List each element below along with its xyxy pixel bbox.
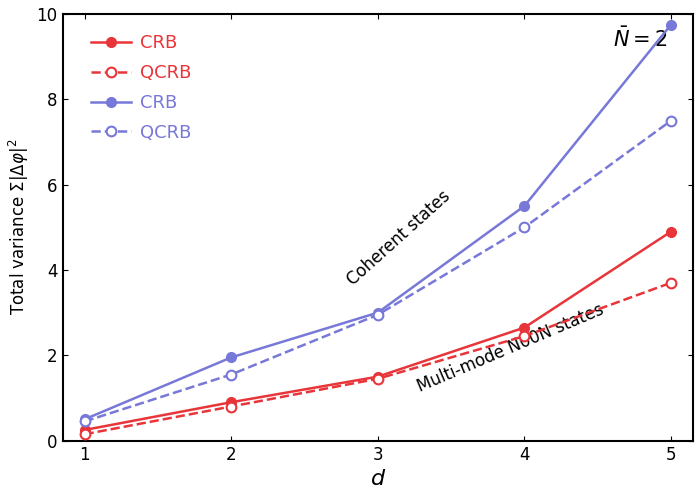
Y-axis label: Total variance $\Sigma|\Delta\varphi|^2$: Total variance $\Sigma|\Delta\varphi|^2$ — [7, 139, 31, 315]
X-axis label: $d$: $d$ — [370, 469, 386, 489]
Text: $\bar{N} = 2$: $\bar{N} = 2$ — [613, 27, 668, 51]
Legend: CRB, QCRB, CRB, QCRB: CRB, QCRB, CRB, QCRB — [84, 27, 199, 149]
Text: Multi-mode N00N states: Multi-mode N00N states — [415, 301, 607, 396]
Text: Coherent states: Coherent states — [344, 187, 454, 289]
